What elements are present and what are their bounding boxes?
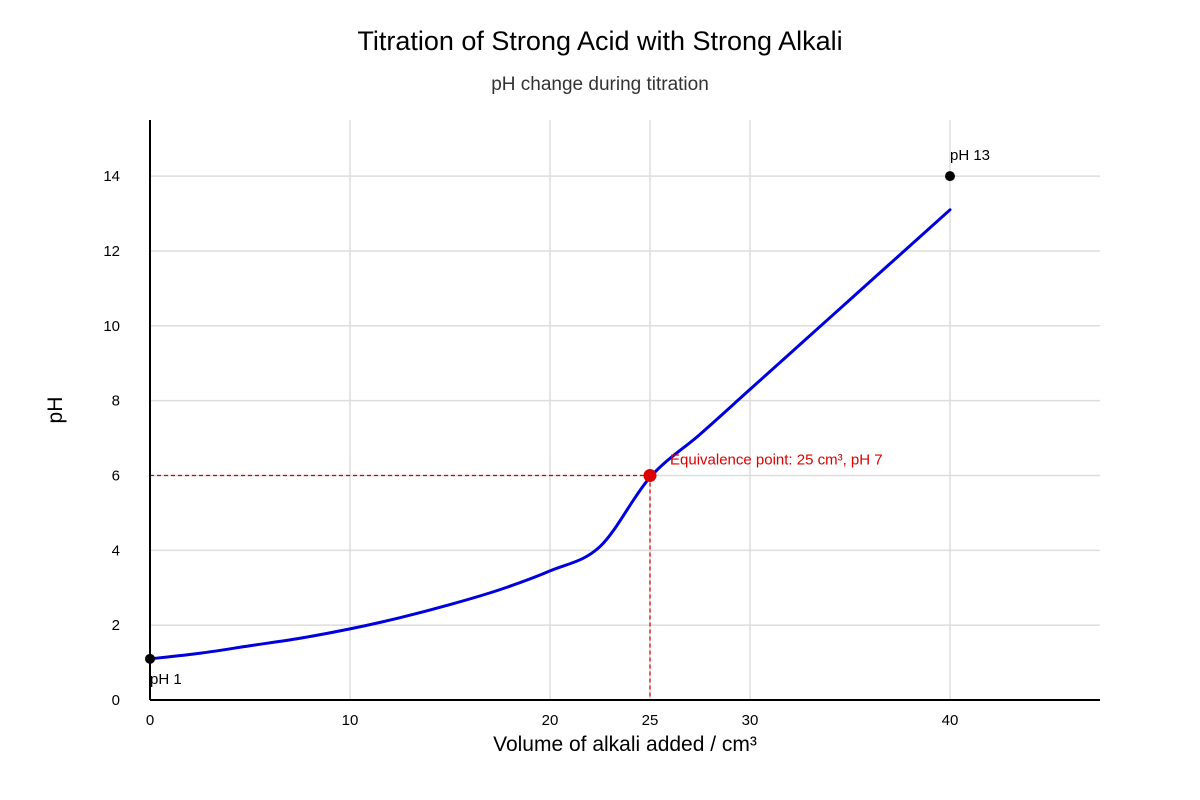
end-point-label: pH 13 [950, 147, 990, 164]
equivalence-point-label: Equivalence point: 25 cm³, pH 7 [670, 451, 883, 468]
y-tick-label: 4 [112, 542, 120, 559]
y-tick-label: 2 [112, 617, 120, 634]
chart-title: Titration of Strong Acid with Strong Alk… [357, 26, 842, 56]
x-tick-label: 40 [942, 712, 959, 729]
equivalence-point-marker [643, 468, 657, 482]
point-markers: pH 1 pH 13 Equivalence point: 25 cm³, pH 7 [145, 147, 990, 688]
grid [150, 120, 1100, 700]
end-point-marker [945, 171, 955, 182]
ph-curve-line [148, 208, 952, 661]
y-axis-label: pH [44, 397, 67, 424]
start-point-label: pH 1 [150, 671, 182, 688]
y-tick-label: 8 [112, 393, 120, 410]
y-tick-label: 10 [103, 318, 120, 335]
chart-subtitle: pH change during titration [491, 74, 709, 95]
y-tick-label: 6 [112, 467, 120, 484]
start-point-marker [145, 653, 155, 664]
y-tick-label: 0 [112, 692, 120, 709]
x-axis-label: Volume of alkali added / cm³ [493, 733, 757, 756]
equivalence-reference-lines [150, 474, 651, 700]
x-tick-label: 30 [742, 712, 759, 729]
x-tick-label: 20 [542, 712, 559, 729]
x-tick-label: 10 [342, 712, 359, 729]
axes [149, 120, 1100, 701]
x-tick-label: 0 [146, 712, 154, 729]
tick-labels: 0 10 20 25 30 40 0 2 4 6 8 10 12 14 [103, 168, 958, 729]
series [148, 208, 952, 661]
x-tick-label: 25 [642, 712, 659, 729]
y-tick-label: 12 [103, 243, 120, 260]
y-tick-label: 14 [103, 168, 120, 185]
